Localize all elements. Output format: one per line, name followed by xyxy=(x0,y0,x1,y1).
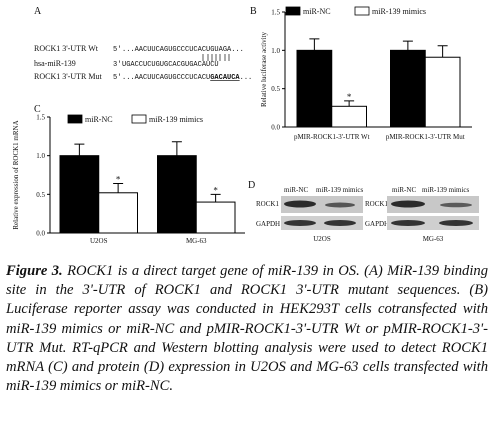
legend-label: miR-NC xyxy=(303,7,331,16)
protein-label: ROCK1 xyxy=(256,200,279,208)
bar xyxy=(195,201,236,234)
panel-letter: B xyxy=(250,6,257,17)
caption-label: Figure 3. xyxy=(6,263,63,279)
row-end: 3' xyxy=(113,61,121,69)
sequence: ...AACUUCAGUGCCCUCACUGACAUCA... xyxy=(122,74,252,82)
bar xyxy=(331,105,367,128)
x-tick-label: pMIR-ROCK1-3'-UTR Mut xyxy=(386,133,465,141)
lane-label: miR-139 mimics xyxy=(422,186,470,194)
error-bar xyxy=(309,38,320,51)
bar xyxy=(98,192,138,234)
legend-swatch xyxy=(67,114,83,124)
y-tick-label: 1.5 xyxy=(36,114,45,122)
error-bar xyxy=(437,45,448,58)
panel-letter: C xyxy=(34,104,41,115)
panel-letter: D xyxy=(248,180,255,191)
legend-swatch xyxy=(131,114,147,124)
caption-text: ROCK1 is a direct target gene of miR-139… xyxy=(6,263,489,395)
bar xyxy=(59,155,100,234)
error-bar xyxy=(171,141,182,156)
sequence-part: ...AACUUCAGUGCCCUCACU xyxy=(122,74,210,82)
cell-line-label: U2OS xyxy=(313,235,331,243)
protein-label: GAPDH xyxy=(256,220,280,228)
y-tick-label: 0.5 xyxy=(36,191,45,199)
lane-label: miR-NC xyxy=(392,186,416,194)
x-tick-label: pMIR-ROCK1-3'-UTR Wt xyxy=(294,133,370,141)
lane-label: miR-NC xyxy=(284,186,308,194)
row-label: ROCK1 3'-UTR Wt xyxy=(34,44,99,53)
bar xyxy=(424,56,461,128)
bar xyxy=(157,155,197,234)
y-tick-label: 0.5 xyxy=(271,85,280,93)
base-pairing xyxy=(202,54,230,61)
protein-label: ROCK1 xyxy=(365,200,388,208)
y-axis-label: Relative luciferase activity xyxy=(260,31,268,107)
error-bar xyxy=(113,183,124,193)
y-axis-label: Relative expression of ROCK1 mRNA xyxy=(12,120,20,229)
mutated-site: GACAUCA xyxy=(210,74,240,82)
blot xyxy=(281,196,479,230)
row-label: hsa-miR-139 xyxy=(34,59,76,68)
error-bar xyxy=(74,143,85,156)
y-tick-label: 1.5 xyxy=(271,9,280,17)
y-tick-label: 0.0 xyxy=(36,230,45,238)
bar xyxy=(296,49,333,128)
cell-line-label: MG-63 xyxy=(423,235,444,243)
significance-mark: * xyxy=(116,175,121,185)
x-tick-label: U2OS xyxy=(90,237,108,245)
y-tick-label: 0.0 xyxy=(271,124,280,132)
sequence: ...AACUUCAGUGCCCUCACUGUAGA... xyxy=(122,46,244,54)
figure: A ROCK1 3'-UTR Wt 5' ...AACUUCAGUGCCCUCA… xyxy=(12,6,479,245)
sequence: UGACCUCUGUGCACGUGACAUCU xyxy=(122,61,219,69)
row-label: ROCK1 3'-UTR Mut xyxy=(34,72,102,81)
legend-label: miR-139 mimics xyxy=(149,115,203,124)
row-end: 5' xyxy=(113,74,121,82)
error-bar xyxy=(210,193,221,203)
sequence-part: ... xyxy=(240,74,253,82)
caption: Figure 3. ROCK1 is a direct target gene … xyxy=(6,262,488,396)
significance-mark: * xyxy=(347,92,352,102)
error-bar xyxy=(402,40,413,51)
panel-letter: A xyxy=(34,6,42,17)
legend-swatch xyxy=(285,6,301,16)
y-tick-label: 1.0 xyxy=(36,152,45,160)
legend-label: miR-139 mimics xyxy=(372,7,426,16)
significance-mark: * xyxy=(213,185,218,195)
y-tick-label: 1.0 xyxy=(271,47,280,55)
row-end: 5' xyxy=(113,46,121,54)
x-tick-label: MG-63 xyxy=(186,237,207,245)
legend-swatch xyxy=(354,6,370,16)
protein-label: GAPDH xyxy=(365,220,389,228)
lane-label: miR-139 mimics xyxy=(316,186,364,194)
error-bar xyxy=(344,100,355,107)
legend-label: miR-NC xyxy=(85,115,113,124)
bar xyxy=(390,49,426,128)
